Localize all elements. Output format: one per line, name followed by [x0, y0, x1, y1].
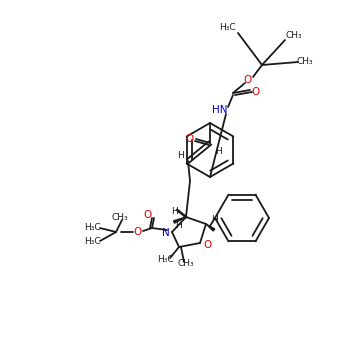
Text: O: O	[185, 134, 193, 144]
Text: H: H	[211, 215, 217, 224]
Text: H: H	[172, 208, 178, 217]
Text: H₃C: H₃C	[157, 256, 173, 265]
Text: H₃C: H₃C	[84, 238, 100, 246]
Text: CH₃: CH₃	[297, 57, 313, 66]
Text: H: H	[175, 222, 181, 231]
Text: CH₃: CH₃	[112, 214, 128, 223]
Text: HN: HN	[212, 105, 228, 115]
Text: H₃C: H₃C	[84, 223, 100, 231]
Text: O: O	[251, 87, 259, 97]
Text: H₃C: H₃C	[219, 23, 235, 33]
Text: CH₃: CH₃	[178, 259, 194, 268]
Text: CH₃: CH₃	[286, 30, 302, 40]
Text: O: O	[243, 75, 251, 85]
Text: O: O	[203, 240, 211, 250]
Text: H: H	[177, 152, 183, 161]
Text: O: O	[143, 210, 151, 220]
Polygon shape	[206, 224, 215, 231]
Polygon shape	[174, 217, 186, 223]
Text: N: N	[162, 228, 170, 238]
Text: H: H	[215, 147, 221, 155]
Text: O: O	[134, 227, 142, 237]
